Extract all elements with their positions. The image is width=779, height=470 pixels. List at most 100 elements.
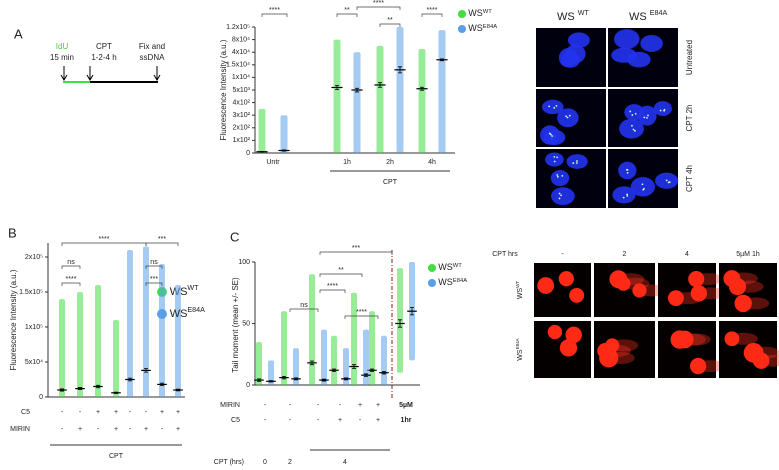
focus <box>549 133 552 136</box>
error-bar <box>310 360 314 366</box>
focus <box>646 116 648 119</box>
label-sup: WT <box>187 284 199 292</box>
bracket <box>319 251 393 255</box>
label-sup: WT <box>453 263 463 269</box>
error-bar <box>378 82 382 88</box>
row-value: + <box>160 409 164 416</box>
significance: *** <box>352 245 360 252</box>
nucleus <box>540 125 560 145</box>
row-value: + <box>114 409 118 416</box>
error-bar <box>370 368 374 372</box>
row-value: + <box>176 409 180 416</box>
comet-head <box>537 277 555 294</box>
comet-head <box>724 331 740 347</box>
row-value: - <box>317 402 320 409</box>
row-value: + <box>96 409 100 416</box>
dot-cloud <box>77 292 83 397</box>
label-main: WS <box>629 11 650 23</box>
row-label: C5 <box>21 409 30 416</box>
bracket <box>145 265 163 269</box>
error-bar <box>78 387 82 391</box>
error-bar <box>355 87 359 93</box>
comet-head <box>743 342 764 363</box>
comet-head <box>688 271 705 288</box>
row-value: + <box>338 417 342 424</box>
focus <box>575 162 578 164</box>
y-tick-label: 0 <box>246 150 250 157</box>
significance: **** <box>269 7 280 14</box>
dot-cloud <box>351 292 357 385</box>
significance: **** <box>327 283 338 290</box>
row-value: - <box>289 417 292 424</box>
y-tick-label: 1.5x10⁴ <box>226 62 250 69</box>
label-sup: E84A <box>453 278 467 284</box>
dot-cloud <box>333 39 341 153</box>
focus <box>632 128 635 131</box>
group-label: CPT <box>383 179 398 186</box>
label-main: WS <box>468 8 483 18</box>
label: WSE84A <box>170 306 205 320</box>
label: 1-2-4 h <box>91 53 116 62</box>
error-bar <box>160 382 164 387</box>
focus <box>556 174 559 176</box>
row-label: CPT 4h <box>685 165 694 192</box>
panel-label: A <box>14 26 23 41</box>
label-main: WS <box>170 308 188 320</box>
comet-head <box>547 324 563 340</box>
error-bar <box>352 364 356 369</box>
y-tick-label: 0 <box>246 382 250 389</box>
label: ssDNA <box>140 53 166 62</box>
focus <box>561 174 564 177</box>
label: WSWT <box>170 284 199 298</box>
dot-cloud <box>309 274 315 385</box>
label-main: WS <box>557 11 578 23</box>
dot-cloud <box>127 250 133 397</box>
column-label: - <box>561 251 564 258</box>
label: CPT <box>96 42 112 51</box>
y-tick-label: 1.5x10⁵ <box>19 289 43 296</box>
focus <box>626 193 629 196</box>
dot-cloud <box>113 320 119 397</box>
row-value: + <box>144 426 148 433</box>
label: Fix and <box>139 42 165 51</box>
legend-marker <box>457 9 467 19</box>
x-tick-label: 4h <box>428 159 436 166</box>
dot-cloud <box>353 52 361 154</box>
y-tick-label: 100 <box>238 259 250 266</box>
dot-cloud <box>293 348 299 385</box>
comet-head <box>690 357 707 375</box>
row-label: C5 <box>231 417 240 424</box>
dot-cloud <box>418 49 426 153</box>
dot-cloud <box>268 360 274 385</box>
group-label: CPT <box>109 453 124 460</box>
label-sup: E84A <box>515 337 520 349</box>
bracket <box>319 289 346 293</box>
focus <box>626 172 629 174</box>
comet-head <box>667 290 684 307</box>
label: WSE84A <box>438 277 467 287</box>
x-value: 0 <box>263 459 267 466</box>
significance: ** <box>387 17 393 24</box>
error-bar <box>114 391 118 394</box>
focus <box>558 197 561 200</box>
label-sup: WT <box>515 281 520 288</box>
nucleus <box>612 186 636 204</box>
focus <box>576 160 578 162</box>
row-label: Untreated <box>685 40 694 75</box>
dot-cloud <box>321 329 327 385</box>
dot-cloud <box>331 335 337 385</box>
row-value: - <box>61 426 64 433</box>
row-value: + <box>114 426 118 433</box>
significance: *** <box>150 276 158 283</box>
bracket <box>261 13 288 17</box>
bracket <box>289 308 319 312</box>
row-value: - <box>145 409 148 416</box>
y-tick-label: 8x10⁴ <box>232 36 250 43</box>
row-value: - <box>161 426 164 433</box>
label: WS WT <box>557 9 590 23</box>
arrows <box>60 66 161 81</box>
bracket <box>356 6 401 10</box>
y-tick-label: 3x10² <box>232 112 250 119</box>
nucleus <box>567 32 590 48</box>
nucleus <box>619 118 644 139</box>
